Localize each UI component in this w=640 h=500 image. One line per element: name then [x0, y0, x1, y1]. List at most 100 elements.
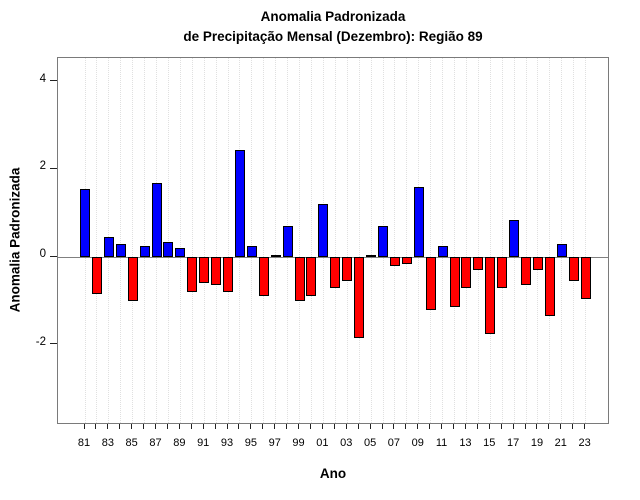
x-tick-2011	[441, 424, 443, 429]
x-tick-1992	[214, 424, 216, 429]
x-tick-label-2011: 11	[435, 437, 448, 449]
gridline-2005	[370, 58, 372, 423]
gridline-2019	[537, 58, 539, 423]
y-tick-label-4: 4	[39, 72, 46, 85]
bar-2019	[532, 257, 543, 271]
bar-2003	[342, 257, 353, 282]
x-tick-1985	[131, 424, 133, 429]
x-tick-1981	[83, 424, 85, 429]
y-tick-label--2: -2	[35, 335, 46, 348]
gridline-1986	[144, 58, 146, 423]
x-tick-2022	[572, 424, 574, 429]
y-tick-2	[50, 167, 57, 169]
bar-1993	[223, 257, 234, 293]
x-tick-label-2009: 09	[411, 437, 424, 449]
x-tick-label-1997: 97	[268, 437, 281, 449]
x-tick-2005	[369, 424, 371, 429]
x-tick-label-2013: 13	[459, 437, 472, 449]
gridline-1989	[179, 58, 181, 423]
x-tick-label-1987: 87	[149, 437, 162, 449]
y-tick-4	[50, 80, 57, 82]
x-tick-1986	[143, 424, 145, 429]
bar-1994	[234, 149, 245, 257]
bar-1998	[282, 226, 293, 257]
gridline-2012	[454, 58, 456, 423]
x-tick-1984	[119, 424, 121, 429]
gridline-2015	[489, 58, 491, 423]
gridline-2008	[406, 58, 408, 423]
gridline-2003	[346, 58, 348, 423]
x-tick-label-1981: 81	[77, 437, 91, 449]
bar-1990	[187, 257, 198, 293]
gridline-1992	[215, 58, 217, 423]
x-tick-1990	[190, 424, 192, 429]
x-tick-2003	[345, 424, 347, 429]
gridline-2010	[430, 58, 432, 423]
y-tick-0	[50, 255, 57, 257]
bar-2020	[544, 257, 555, 317]
chart-title: Anomalia Padronizada de Precipitação Men…	[57, 7, 609, 47]
bar-2010	[425, 257, 436, 310]
gridline-2020	[549, 58, 551, 423]
x-tick-label-1995: 95	[244, 437, 257, 449]
x-tick-2008	[405, 424, 407, 429]
x-tick-2015	[488, 424, 490, 429]
bar-2012	[449, 257, 460, 308]
x-tick-1998	[286, 424, 288, 429]
gridline-1996	[263, 58, 265, 423]
x-tick-label-2005: 05	[363, 437, 377, 449]
bar-1987	[151, 182, 162, 257]
x-tick-label-1991: 91	[197, 437, 210, 449]
x-tick-label-2019: 19	[530, 437, 544, 449]
x-tick-label-2007: 07	[387, 437, 401, 449]
gridline-2023	[585, 58, 587, 423]
x-tick-label-1993: 93	[220, 437, 234, 449]
bar-1982	[91, 257, 102, 295]
bar-2021	[556, 243, 567, 257]
x-tick-1983	[107, 424, 109, 429]
y-tick--2	[50, 343, 57, 345]
x-tick-1993	[226, 424, 228, 429]
x-tick-2012	[453, 424, 455, 429]
x-tick-2013	[464, 424, 466, 429]
x-tick-2018	[524, 424, 526, 429]
gridline-1985	[132, 58, 134, 423]
bar-1989	[175, 248, 186, 257]
x-tick-1991	[202, 424, 204, 429]
bar-1988	[163, 241, 174, 257]
x-tick-2014	[476, 424, 478, 429]
bar-1981	[80, 189, 90, 257]
chart-title-line1: Anomalia Padronizada	[260, 9, 406, 24]
bar-2014	[473, 257, 484, 271]
x-tick-1994	[238, 424, 240, 429]
x-tick-2010	[429, 424, 431, 429]
bar-2006	[378, 226, 388, 257]
bar-1983	[103, 237, 114, 257]
x-tick-2001	[321, 424, 323, 429]
x-tick-2019	[536, 424, 538, 429]
x-tick-label-2015: 15	[483, 437, 496, 449]
x-tick-label-1983: 83	[101, 437, 114, 449]
bar-2011	[437, 246, 448, 257]
x-tick-2002	[333, 424, 335, 429]
y-tick-label-0: 0	[39, 248, 46, 260]
x-tick-label-1999: 99	[292, 437, 305, 449]
gridline-2007	[394, 58, 396, 423]
gridline-1999	[299, 58, 301, 423]
bar-1997	[270, 254, 281, 257]
x-tick-2020	[548, 424, 550, 429]
x-tick-2000	[309, 424, 311, 429]
bar-2000	[306, 257, 317, 297]
gridline-2000	[310, 58, 312, 423]
x-tick-1996	[262, 424, 264, 429]
x-tick-1989	[178, 424, 180, 429]
bar-1991	[199, 257, 210, 284]
bar-2007	[389, 257, 400, 266]
gridline-1997	[275, 58, 277, 423]
x-tick-label-2017: 17	[506, 437, 520, 449]
x-tick-2023	[584, 424, 586, 429]
x-tick-label-2003: 03	[340, 437, 353, 449]
bar-2017	[509, 219, 520, 257]
bar-2001	[318, 204, 329, 257]
x-tick-label-1989: 89	[173, 437, 186, 449]
